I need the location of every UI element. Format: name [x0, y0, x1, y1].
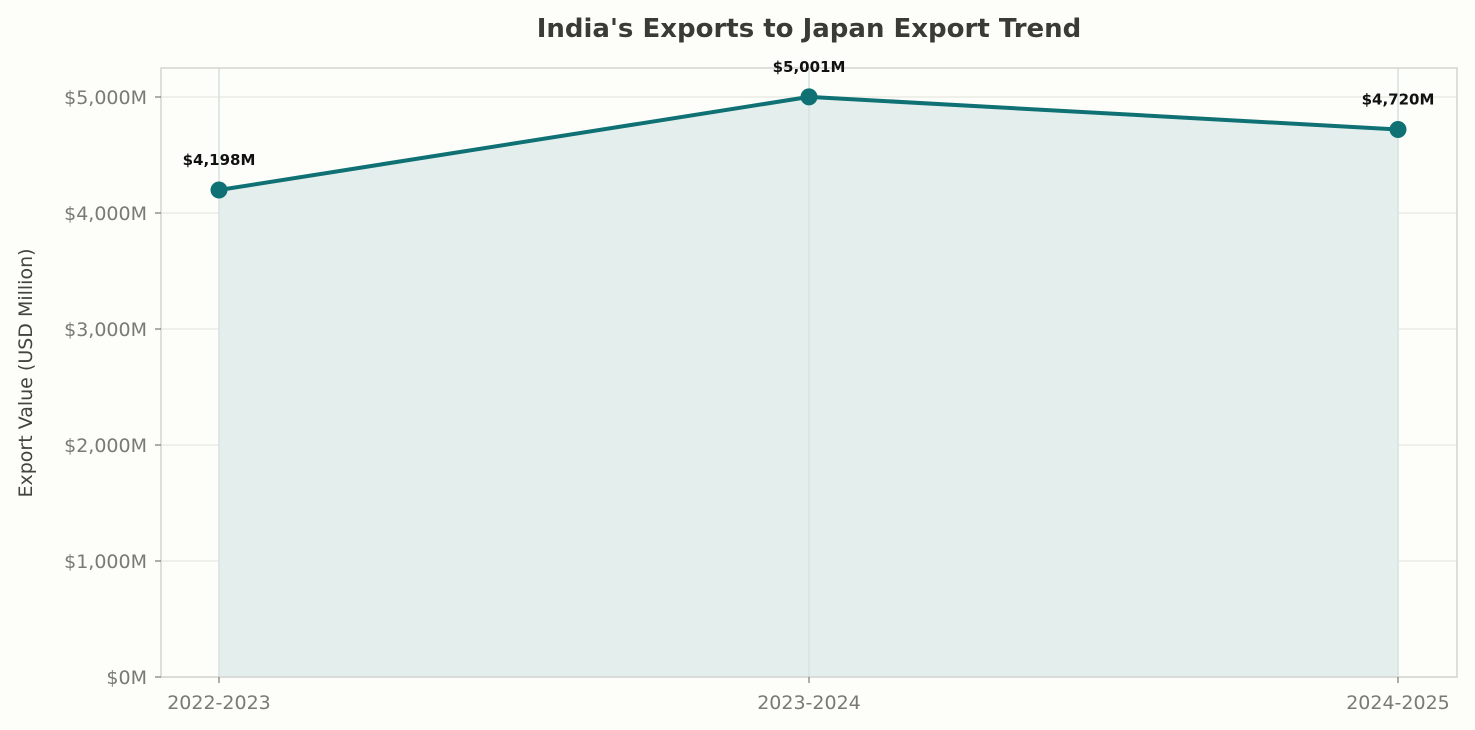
y-tick-label: $2,000M: [64, 435, 147, 457]
data-label: $5,001M: [773, 58, 846, 76]
chart-title: India's Exports to Japan Export Trend: [537, 14, 1082, 44]
x-tick-label: 2024-2025: [1346, 692, 1450, 714]
data-point-marker: [800, 88, 818, 106]
y-tick-label: $0M: [106, 667, 147, 689]
y-tick-label: $5,000M: [64, 87, 147, 109]
x-tick-label: 2022-2023: [167, 692, 271, 714]
y-axis-label: Export Value (USD Million): [15, 248, 37, 497]
data-label: $4,198M: [183, 151, 256, 169]
x-tick-label: 2023-2024: [757, 692, 861, 714]
data-point-marker: [210, 181, 228, 199]
y-tick-label: $1,000M: [64, 551, 147, 573]
data-point-marker: [1389, 120, 1407, 138]
data-label: $4,720M: [1362, 90, 1435, 108]
y-tick-label: $3,000M: [64, 319, 147, 341]
y-tick-label: $4,000M: [64, 203, 147, 225]
